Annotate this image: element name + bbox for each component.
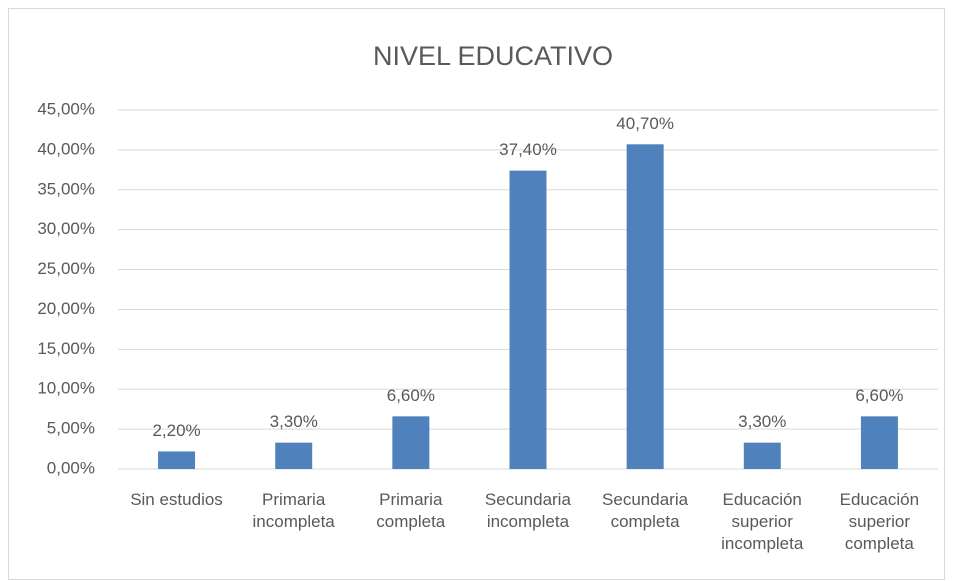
- x-tick-label: Secundaria incompleta: [484, 490, 571, 531]
- bar: [626, 144, 664, 469]
- data-label: 6,60%: [855, 386, 903, 405]
- bar: [392, 416, 430, 469]
- bar: [509, 170, 547, 469]
- y-tick-label: 10,00%: [37, 379, 95, 398]
- data-label: 37,40%: [499, 140, 557, 159]
- y-tick-label: 25,00%: [37, 259, 95, 278]
- x-tick-label: Primaria completa: [376, 490, 446, 531]
- data-label: 3,30%: [270, 412, 318, 431]
- bar: [158, 451, 196, 469]
- y-tick-label: 0,00%: [47, 458, 95, 477]
- chart-title: NIVEL EDUCATIVO: [373, 41, 613, 71]
- data-label: 40,70%: [616, 114, 674, 133]
- x-tick-label: Educación superior incompleta: [721, 490, 804, 553]
- y-tick-label: 30,00%: [37, 219, 95, 238]
- data-label: 6,60%: [387, 386, 435, 405]
- x-tick-label: Educación superior completa: [839, 490, 920, 553]
- bar: [275, 442, 313, 469]
- y-tick-label: 20,00%: [37, 299, 95, 318]
- bar: [743, 442, 781, 469]
- x-tick-label: Secundaria completa: [602, 490, 689, 531]
- x-tick-label: Primaria incompleta: [252, 490, 335, 531]
- chart-border: [8, 8, 945, 580]
- y-tick-label: 5,00%: [47, 419, 95, 438]
- y-tick-label: 45,00%: [37, 99, 95, 118]
- x-tick-label: Sin estudios: [130, 490, 223, 509]
- y-tick-label: 40,00%: [37, 139, 95, 158]
- data-label: 2,20%: [152, 421, 200, 440]
- y-tick-label: 35,00%: [37, 179, 95, 198]
- data-label: 3,30%: [738, 412, 786, 431]
- y-tick-label: 15,00%: [37, 339, 95, 358]
- bar: [860, 416, 898, 469]
